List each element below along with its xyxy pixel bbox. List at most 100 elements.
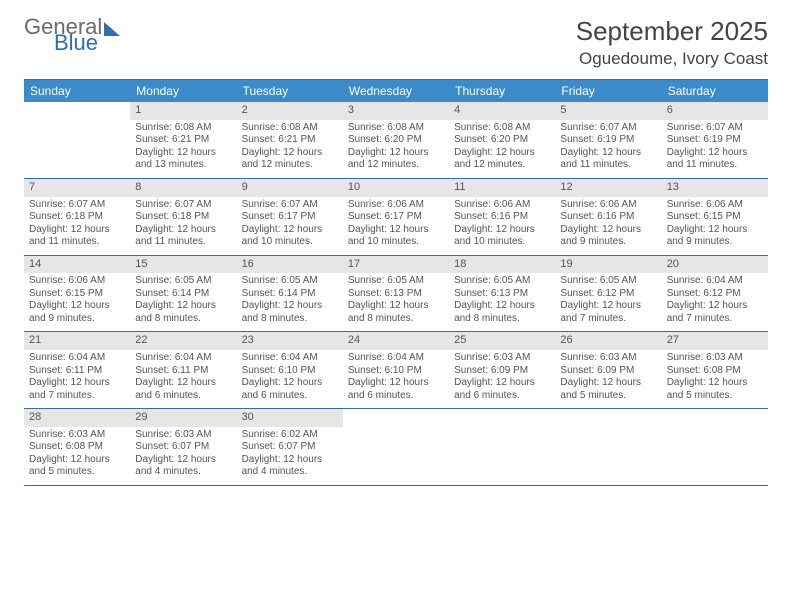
day-details: Sunrise: 6:08 AMSunset: 6:20 PMDaylight:… [343, 120, 449, 178]
day-details: Sunrise: 6:03 AMSunset: 6:09 PMDaylight:… [449, 350, 555, 408]
sunset-text: Sunset: 6:09 PM [454, 365, 550, 378]
day-number: 18 [449, 256, 555, 274]
daylight-text: Daylight: 12 hours and 5 minutes. [560, 377, 656, 402]
dow-tuesday: Tuesday [237, 80, 343, 102]
sunset-text: Sunset: 6:16 PM [454, 211, 550, 224]
daylight-text: Daylight: 12 hours and 9 minutes. [560, 224, 656, 249]
daylight-text: Daylight: 12 hours and 12 minutes. [242, 147, 338, 172]
day-number: 3 [343, 102, 449, 120]
sunset-text: Sunset: 6:10 PM [348, 365, 444, 378]
calendar-cell: 2Sunrise: 6:08 AMSunset: 6:21 PMDaylight… [237, 102, 343, 178]
calendar-cell: 9Sunrise: 6:07 AMSunset: 6:17 PMDaylight… [237, 179, 343, 255]
sunrise-text: Sunrise: 6:04 AM [29, 352, 125, 365]
daylight-text: Daylight: 12 hours and 4 minutes. [135, 454, 231, 479]
sunrise-text: Sunrise: 6:06 AM [348, 199, 444, 212]
calendar-cell: 25Sunrise: 6:03 AMSunset: 6:09 PMDayligh… [449, 332, 555, 408]
calendar-cell: 19Sunrise: 6:05 AMSunset: 6:12 PMDayligh… [555, 256, 661, 332]
daylight-text: Daylight: 12 hours and 12 minutes. [454, 147, 550, 172]
sunrise-text: Sunrise: 6:06 AM [29, 275, 125, 288]
day-details: Sunrise: 6:04 AMSunset: 6:11 PMDaylight:… [24, 350, 130, 408]
calendar-cell: . [555, 409, 661, 485]
sunset-text: Sunset: 6:09 PM [560, 365, 656, 378]
day-details: Sunrise: 6:02 AMSunset: 6:07 PMDaylight:… [237, 427, 343, 485]
sunrise-text: Sunrise: 6:07 AM [29, 199, 125, 212]
day-details: Sunrise: 6:07 AMSunset: 6:19 PMDaylight:… [662, 120, 768, 178]
calendar-cell: 21Sunrise: 6:04 AMSunset: 6:11 PMDayligh… [24, 332, 130, 408]
day-details: Sunrise: 6:07 AMSunset: 6:18 PMDaylight:… [130, 197, 236, 255]
daylight-text: Daylight: 12 hours and 7 minutes. [667, 300, 763, 325]
calendar-grid: Sunday Monday Tuesday Wednesday Thursday… [24, 79, 768, 486]
calendar-cell: . [662, 409, 768, 485]
sunset-text: Sunset: 6:21 PM [135, 134, 231, 147]
calendar-cell: 11Sunrise: 6:06 AMSunset: 6:16 PMDayligh… [449, 179, 555, 255]
calendar-cell: 5Sunrise: 6:07 AMSunset: 6:19 PMDaylight… [555, 102, 661, 178]
sunrise-text: Sunrise: 6:07 AM [135, 199, 231, 212]
day-details: Sunrise: 6:05 AMSunset: 6:13 PMDaylight:… [343, 273, 449, 331]
daylight-text: Daylight: 12 hours and 5 minutes. [29, 454, 125, 479]
sunset-text: Sunset: 6:14 PM [135, 288, 231, 301]
day-number: 13 [662, 179, 768, 197]
daylight-text: Daylight: 12 hours and 11 minutes. [667, 147, 763, 172]
day-number: 22 [130, 332, 236, 350]
day-number: 9 [237, 179, 343, 197]
calendar-cell: 3Sunrise: 6:08 AMSunset: 6:20 PMDaylight… [343, 102, 449, 178]
sunrise-text: Sunrise: 6:05 AM [348, 275, 444, 288]
calendar-week-row: 21Sunrise: 6:04 AMSunset: 6:11 PMDayligh… [24, 332, 768, 409]
location-text: Oguedoume, Ivory Coast [576, 49, 768, 69]
calendar-cell: 23Sunrise: 6:04 AMSunset: 6:10 PMDayligh… [237, 332, 343, 408]
sunset-text: Sunset: 6:15 PM [29, 288, 125, 301]
logo: General Blue [24, 16, 120, 54]
sunset-text: Sunset: 6:08 PM [667, 365, 763, 378]
daylight-text: Daylight: 12 hours and 8 minutes. [454, 300, 550, 325]
daylight-text: Daylight: 12 hours and 6 minutes. [454, 377, 550, 402]
dow-wednesday: Wednesday [343, 80, 449, 102]
calendar-cell: 22Sunrise: 6:04 AMSunset: 6:11 PMDayligh… [130, 332, 236, 408]
daylight-text: Daylight: 12 hours and 6 minutes. [242, 377, 338, 402]
daylight-text: Daylight: 12 hours and 4 minutes. [242, 454, 338, 479]
sunrise-text: Sunrise: 6:06 AM [667, 199, 763, 212]
sunrise-text: Sunrise: 6:08 AM [348, 122, 444, 135]
sunset-text: Sunset: 6:18 PM [135, 211, 231, 224]
day-details: Sunrise: 6:07 AMSunset: 6:19 PMDaylight:… [555, 120, 661, 178]
day-number: 28 [24, 409, 130, 427]
daylight-text: Daylight: 12 hours and 11 minutes. [560, 147, 656, 172]
daylight-text: Daylight: 12 hours and 9 minutes. [667, 224, 763, 249]
daylight-text: Daylight: 12 hours and 11 minutes. [135, 224, 231, 249]
day-details: Sunrise: 6:05 AMSunset: 6:12 PMDaylight:… [555, 273, 661, 331]
day-number: 11 [449, 179, 555, 197]
calendar-cell: 30Sunrise: 6:02 AMSunset: 6:07 PMDayligh… [237, 409, 343, 485]
day-details: Sunrise: 6:03 AMSunset: 6:08 PMDaylight:… [24, 427, 130, 485]
day-number: 20 [662, 256, 768, 274]
calendar-cell: 14Sunrise: 6:06 AMSunset: 6:15 PMDayligh… [24, 256, 130, 332]
dow-thursday: Thursday [449, 80, 555, 102]
sunset-text: Sunset: 6:16 PM [560, 211, 656, 224]
calendar-cell: 29Sunrise: 6:03 AMSunset: 6:07 PMDayligh… [130, 409, 236, 485]
sunrise-text: Sunrise: 6:05 AM [135, 275, 231, 288]
sunrise-text: Sunrise: 6:04 AM [242, 352, 338, 365]
day-number: 6 [662, 102, 768, 120]
sunset-text: Sunset: 6:20 PM [348, 134, 444, 147]
calendar-cell: . [449, 409, 555, 485]
day-details: Sunrise: 6:08 AMSunset: 6:21 PMDaylight:… [130, 120, 236, 178]
day-details: Sunrise: 6:07 AMSunset: 6:17 PMDaylight:… [237, 197, 343, 255]
calendar-cell: 10Sunrise: 6:06 AMSunset: 6:17 PMDayligh… [343, 179, 449, 255]
sunrise-text: Sunrise: 6:08 AM [135, 122, 231, 135]
day-number: 8 [130, 179, 236, 197]
sunrise-text: Sunrise: 6:06 AM [560, 199, 656, 212]
daylight-text: Daylight: 12 hours and 13 minutes. [135, 147, 231, 172]
sunset-text: Sunset: 6:12 PM [560, 288, 656, 301]
calendar-cell: 27Sunrise: 6:03 AMSunset: 6:08 PMDayligh… [662, 332, 768, 408]
sunset-text: Sunset: 6:12 PM [667, 288, 763, 301]
day-details: Sunrise: 6:05 AMSunset: 6:13 PMDaylight:… [449, 273, 555, 331]
day-details: Sunrise: 6:06 AMSunset: 6:16 PMDaylight:… [449, 197, 555, 255]
calendar-cell: . [24, 102, 130, 178]
day-number: 15 [130, 256, 236, 274]
day-details: Sunrise: 6:05 AMSunset: 6:14 PMDaylight:… [237, 273, 343, 331]
calendar-cell: 1Sunrise: 6:08 AMSunset: 6:21 PMDaylight… [130, 102, 236, 178]
sunrise-text: Sunrise: 6:04 AM [348, 352, 444, 365]
day-number: 24 [343, 332, 449, 350]
calendar-week-row: .1Sunrise: 6:08 AMSunset: 6:21 PMDayligh… [24, 102, 768, 179]
sunrise-text: Sunrise: 6:02 AM [242, 429, 338, 442]
daylight-text: Daylight: 12 hours and 6 minutes. [135, 377, 231, 402]
sunrise-text: Sunrise: 6:03 AM [560, 352, 656, 365]
